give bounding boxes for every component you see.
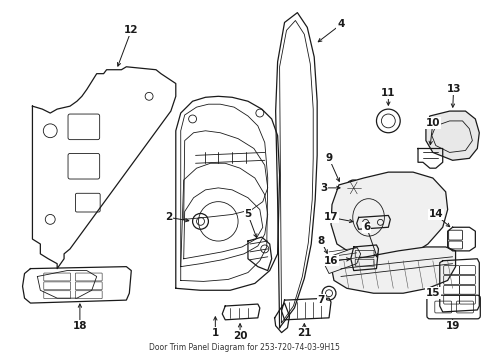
Text: 17: 17 bbox=[323, 212, 338, 222]
Text: 10: 10 bbox=[425, 118, 439, 128]
Text: 21: 21 bbox=[296, 328, 311, 338]
Polygon shape bbox=[330, 172, 447, 261]
Text: 16: 16 bbox=[323, 256, 338, 266]
Text: 9: 9 bbox=[325, 153, 332, 163]
Polygon shape bbox=[331, 247, 455, 293]
Text: 7: 7 bbox=[317, 295, 324, 305]
Text: 19: 19 bbox=[445, 321, 459, 331]
Text: 12: 12 bbox=[124, 25, 138, 35]
Text: 2: 2 bbox=[165, 212, 172, 222]
Text: 13: 13 bbox=[446, 84, 460, 94]
Text: 15: 15 bbox=[425, 288, 439, 298]
Text: 5: 5 bbox=[244, 210, 251, 220]
Text: 14: 14 bbox=[427, 210, 442, 220]
Text: Door Trim Panel Diagram for 253-720-74-03-9H15: Door Trim Panel Diagram for 253-720-74-0… bbox=[148, 343, 339, 352]
Text: 1: 1 bbox=[211, 328, 219, 338]
Polygon shape bbox=[425, 111, 478, 160]
Text: 18: 18 bbox=[73, 321, 87, 331]
Text: 3: 3 bbox=[320, 183, 327, 193]
Text: 11: 11 bbox=[380, 88, 395, 98]
Polygon shape bbox=[325, 247, 360, 274]
Text: 6: 6 bbox=[362, 222, 369, 232]
Text: 8: 8 bbox=[317, 236, 324, 246]
Text: 4: 4 bbox=[337, 19, 344, 30]
Text: 20: 20 bbox=[232, 330, 247, 341]
